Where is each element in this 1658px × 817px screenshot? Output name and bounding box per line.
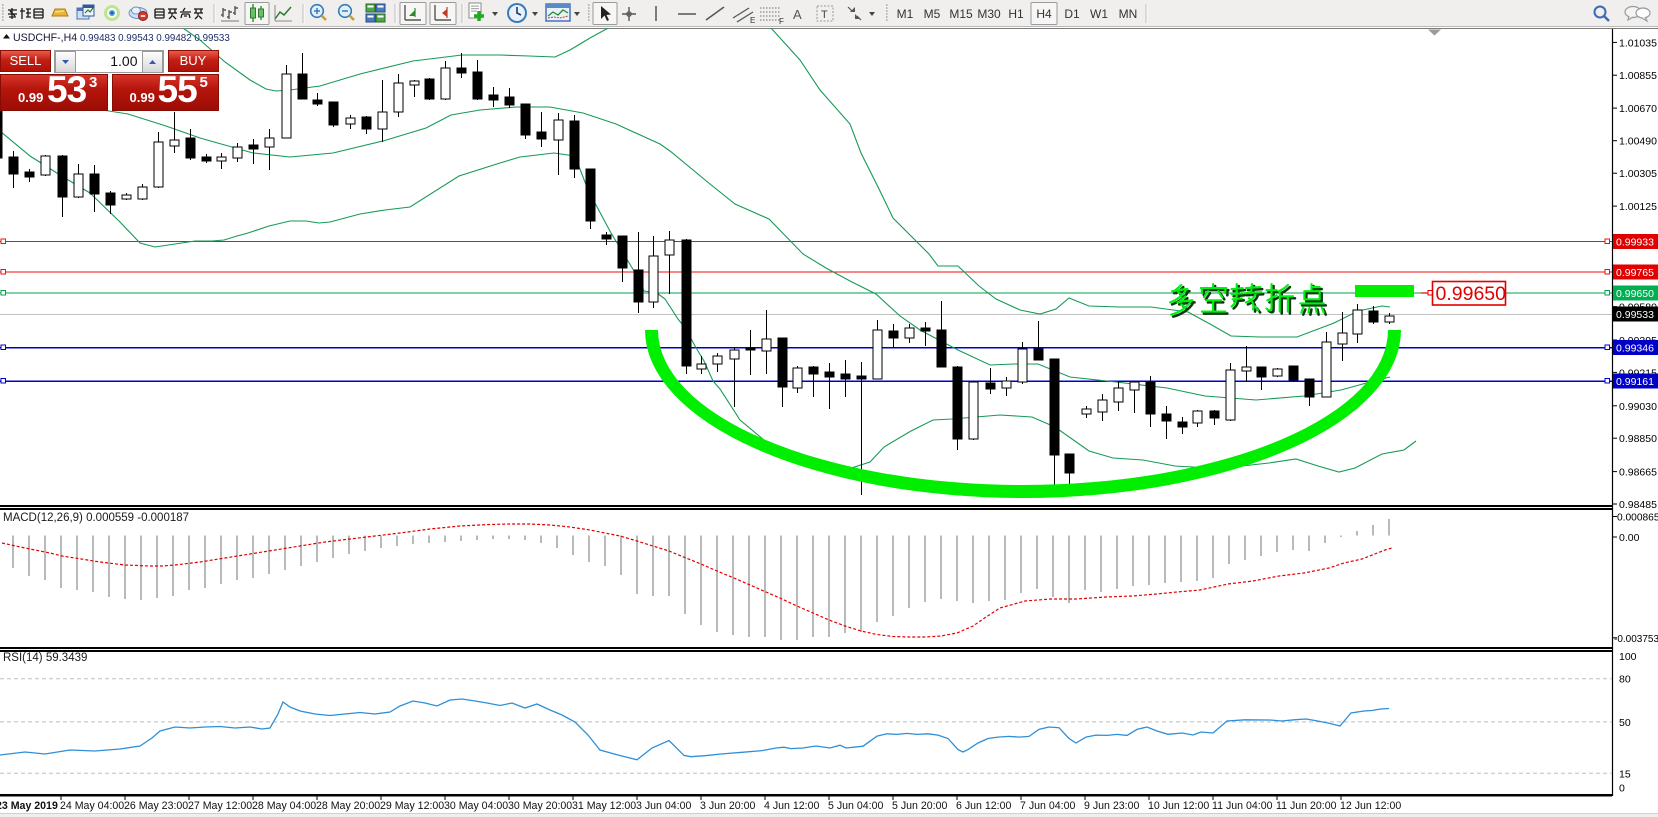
svg-text:24 May 04:00: 24 May 04:00	[60, 800, 124, 812]
svg-text:0: 0	[1619, 783, 1625, 795]
svg-text:0.99346: 0.99346	[1616, 343, 1654, 355]
svg-text:0.99030: 0.99030	[1619, 401, 1657, 413]
svg-text:0.98485: 0.98485	[1619, 499, 1657, 511]
svg-text:27 May 12:00: 27 May 12:00	[188, 800, 252, 812]
svg-text:0.00: 0.00	[1619, 532, 1640, 544]
svg-text:0.99765: 0.99765	[1616, 267, 1654, 279]
svg-text:3 Jun 04:00: 3 Jun 04:00	[636, 800, 691, 812]
svg-text:1.01035: 1.01035	[1619, 37, 1657, 49]
svg-text:28 May 20:00: 28 May 20:00	[316, 800, 380, 812]
svg-text:1.00490: 1.00490	[1619, 136, 1657, 148]
svg-text:0.98850: 0.98850	[1619, 433, 1657, 445]
svg-text:0.99650: 0.99650	[1616, 288, 1654, 300]
svg-text:1.00305: 1.00305	[1619, 168, 1657, 180]
svg-text:29 May 12:00: 29 May 12:00	[380, 800, 444, 812]
svg-text:1.00670: 1.00670	[1619, 103, 1657, 115]
svg-text:W1: W1	[1090, 7, 1108, 21]
svg-text:100: 100	[1619, 651, 1637, 663]
svg-text:MN: MN	[1119, 7, 1138, 21]
svg-text:11 Jun 20:00: 11 Jun 20:00	[1276, 800, 1337, 812]
svg-text:D1: D1	[1064, 7, 1080, 21]
svg-text:5 Jun 04:00: 5 Jun 04:00	[828, 800, 883, 812]
svg-text:15: 15	[1619, 768, 1631, 780]
svg-text:80: 80	[1619, 674, 1631, 686]
svg-text:M5: M5	[924, 7, 941, 21]
svg-text:H1: H1	[1008, 7, 1024, 21]
svg-text:3 Jun 20:00: 3 Jun 20:00	[700, 800, 755, 812]
svg-text:T: T	[821, 9, 828, 21]
svg-text:12 Jun 12:00: 12 Jun 12:00	[1340, 800, 1401, 812]
svg-text:7 Jun 04:00: 7 Jun 04:00	[1020, 800, 1075, 812]
svg-text:30 May 04:00: 30 May 04:00	[444, 800, 508, 812]
svg-text:MACD(12,26,9) 0.000559 -0.0001: MACD(12,26,9) 0.000559 -0.000187	[3, 512, 189, 524]
svg-text:F: F	[779, 17, 784, 26]
svg-text:M30: M30	[977, 7, 1001, 21]
svg-text:31 May 12:00: 31 May 12:00	[572, 800, 636, 812]
svg-text:28 May 04:00: 28 May 04:00	[252, 800, 316, 812]
svg-text:11 Jun 04:00: 11 Jun 04:00	[1212, 800, 1273, 812]
svg-text:26 May 23:00: 26 May 23:00	[124, 800, 188, 812]
svg-text:0.99933: 0.99933	[1616, 237, 1654, 249]
svg-text:0.000865: 0.000865	[1617, 513, 1658, 524]
svg-text:H4: H4	[1036, 7, 1052, 21]
svg-text:0.99650: 0.99650	[1436, 283, 1507, 305]
svg-text:RSI(14) 59.3439: RSI(14) 59.3439	[3, 652, 87, 664]
svg-text:E: E	[750, 16, 755, 25]
svg-text:1.00855: 1.00855	[1619, 70, 1657, 82]
svg-text:6 Jun 12:00: 6 Jun 12:00	[956, 800, 1011, 812]
svg-text:0.98665: 0.98665	[1619, 467, 1657, 479]
svg-text:5 Jun 20:00: 5 Jun 20:00	[892, 800, 947, 812]
svg-text:30 May 20:00: 30 May 20:00	[508, 800, 572, 812]
svg-text:0.99161: 0.99161	[1616, 376, 1654, 388]
svg-text:M1: M1	[897, 7, 914, 21]
svg-text:0.99533: 0.99533	[1616, 309, 1654, 321]
svg-text:9 Jun 23:00: 9 Jun 23:00	[1084, 800, 1139, 812]
svg-text:4 Jun 12:00: 4 Jun 12:00	[764, 800, 819, 812]
svg-text:USDCHF-,H4: USDCHF-,H4	[13, 32, 77, 44]
svg-text:23 May 2019: 23 May 2019	[0, 800, 58, 812]
svg-text:0.99483 0.99543 0.99482 0.9953: 0.99483 0.99543 0.99482 0.99533	[80, 33, 230, 44]
svg-text:A: A	[793, 7, 802, 22]
svg-text:-0.003753: -0.003753	[1614, 634, 1658, 645]
svg-text:50: 50	[1619, 717, 1631, 729]
svg-text:10 Jun 12:00: 10 Jun 12:00	[1148, 800, 1209, 812]
svg-text:M15: M15	[949, 7, 973, 21]
svg-text:1.00125: 1.00125	[1619, 201, 1657, 213]
